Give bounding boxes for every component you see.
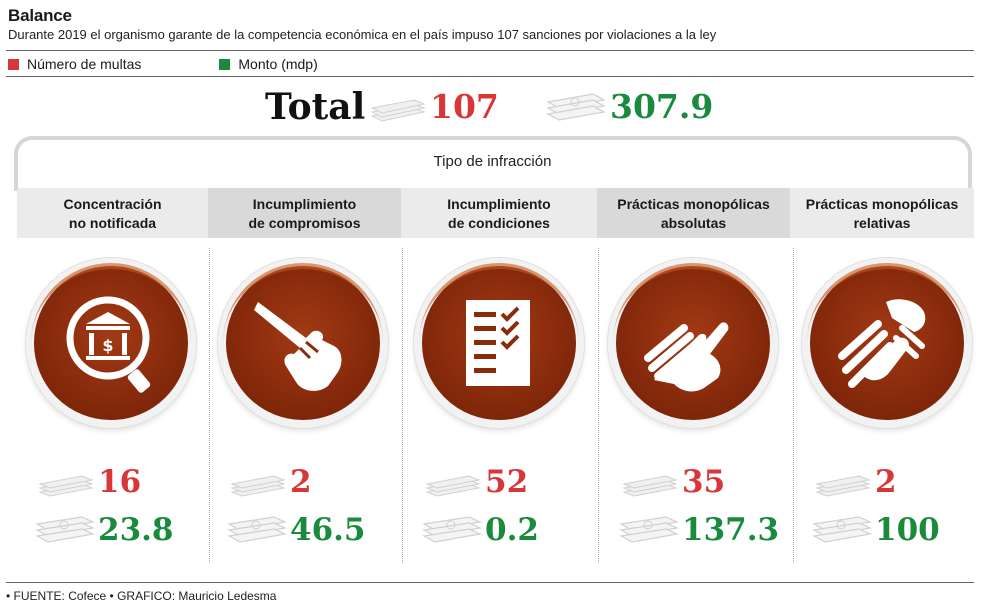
category-header: Incumplimiento de condiciones	[401, 188, 597, 238]
banknote-stack-icon	[34, 514, 96, 555]
category-icon-circle	[802, 258, 972, 428]
category-icon-circle	[414, 258, 584, 428]
category-monto-value: 23.8	[98, 512, 174, 548]
paper-stack-icon	[36, 472, 94, 503]
checklist-icon	[466, 300, 530, 386]
banknote-stack-icon	[421, 514, 483, 555]
paper-stack-icon	[813, 472, 871, 503]
legend-label-monto: Monto (mdp)	[238, 56, 318, 72]
column-divider	[793, 248, 794, 563]
category-header-line1: Prácticas monopólicas	[617, 196, 770, 212]
category-monto-value: 100	[875, 512, 940, 548]
category-header-line2: relativas	[853, 215, 911, 231]
category-header-line2: de compromisos	[248, 215, 361, 231]
category-header-line1: Incumplimiento	[252, 196, 357, 212]
graphic-subtitle: Durante 2019 el organismo garante de la …	[8, 27, 717, 42]
banknote-stack-icon	[226, 514, 288, 555]
category-header-line1: Incumplimiento	[447, 196, 551, 212]
top-rule	[6, 50, 974, 51]
legend-label-multas: Número de multas	[27, 56, 142, 72]
category-header-line2: absolutas	[660, 215, 727, 231]
category-monto-value: 137.3	[682, 512, 780, 548]
category-header: Incumplimiento de compromisos	[208, 188, 401, 238]
category-header: Concentración no notificada	[17, 188, 208, 238]
paper-stack-icon	[370, 99, 426, 122]
category-group-label: Tipo de infracción	[433, 153, 552, 170]
category-multas-value: 2	[290, 464, 312, 500]
graphic-title: Balance	[8, 6, 72, 25]
pointing-hand-icon	[254, 302, 342, 391]
category-header-line1: Prácticas monopólicas	[805, 196, 959, 212]
category-multas-value: 2	[875, 464, 897, 500]
hand-icon	[644, 322, 729, 392]
banknote-stack-icon	[546, 93, 606, 121]
category-header-line2: no notificada	[68, 215, 157, 231]
total-multas: 107	[430, 87, 499, 126]
totals-label: Total	[265, 86, 366, 128]
category-header-line1: Concentración	[63, 196, 162, 212]
category-monto-value: 46.5	[290, 512, 366, 548]
category-monto-value: 0.2	[485, 512, 539, 548]
category-icon-circle	[608, 258, 778, 428]
legend-rule	[6, 76, 974, 77]
category-icon-circle	[218, 258, 388, 428]
bottom-rule	[6, 582, 974, 583]
total-monto: 307.9	[610, 87, 714, 126]
category-bracket	[14, 136, 972, 191]
category-icon-circle: $	[26, 258, 196, 428]
category-multas-value: 16	[98, 464, 142, 500]
category-header-line2: de condiciones	[448, 215, 550, 231]
category-multas-value: 35	[682, 464, 726, 500]
banknote-stack-icon	[618, 514, 680, 555]
column-divider	[209, 248, 210, 563]
paper-stack-icon	[620, 472, 678, 503]
legend-item-multas: Número de multas	[8, 56, 141, 72]
column-divider	[598, 248, 599, 563]
category-header: Prácticas monopólicas absolutas	[597, 188, 790, 238]
paper-stack-icon	[228, 472, 286, 503]
handshake-icon	[838, 299, 926, 388]
column-divider	[402, 248, 403, 563]
svg-text:$: $	[102, 336, 113, 355]
legend-swatch-monto	[219, 58, 231, 70]
category-multas-value: 52	[485, 464, 529, 500]
legend: Número de multas Monto (mdp)	[8, 55, 396, 73]
legend-item-monto: Monto (mdp)	[219, 56, 318, 72]
totals-row: Total 107 307.9	[0, 86, 985, 130]
banknote-stack-icon	[811, 514, 873, 555]
legend-swatch-multas	[8, 58, 19, 70]
category-header: Prácticas monopólicas relativas	[790, 188, 974, 238]
source-credit: • FUENTE: Cofece • GRAFICO: Mauricio Led…	[6, 589, 277, 603]
bank-magnifier-icon: $	[66, 296, 151, 393]
paper-stack-icon	[423, 472, 481, 503]
